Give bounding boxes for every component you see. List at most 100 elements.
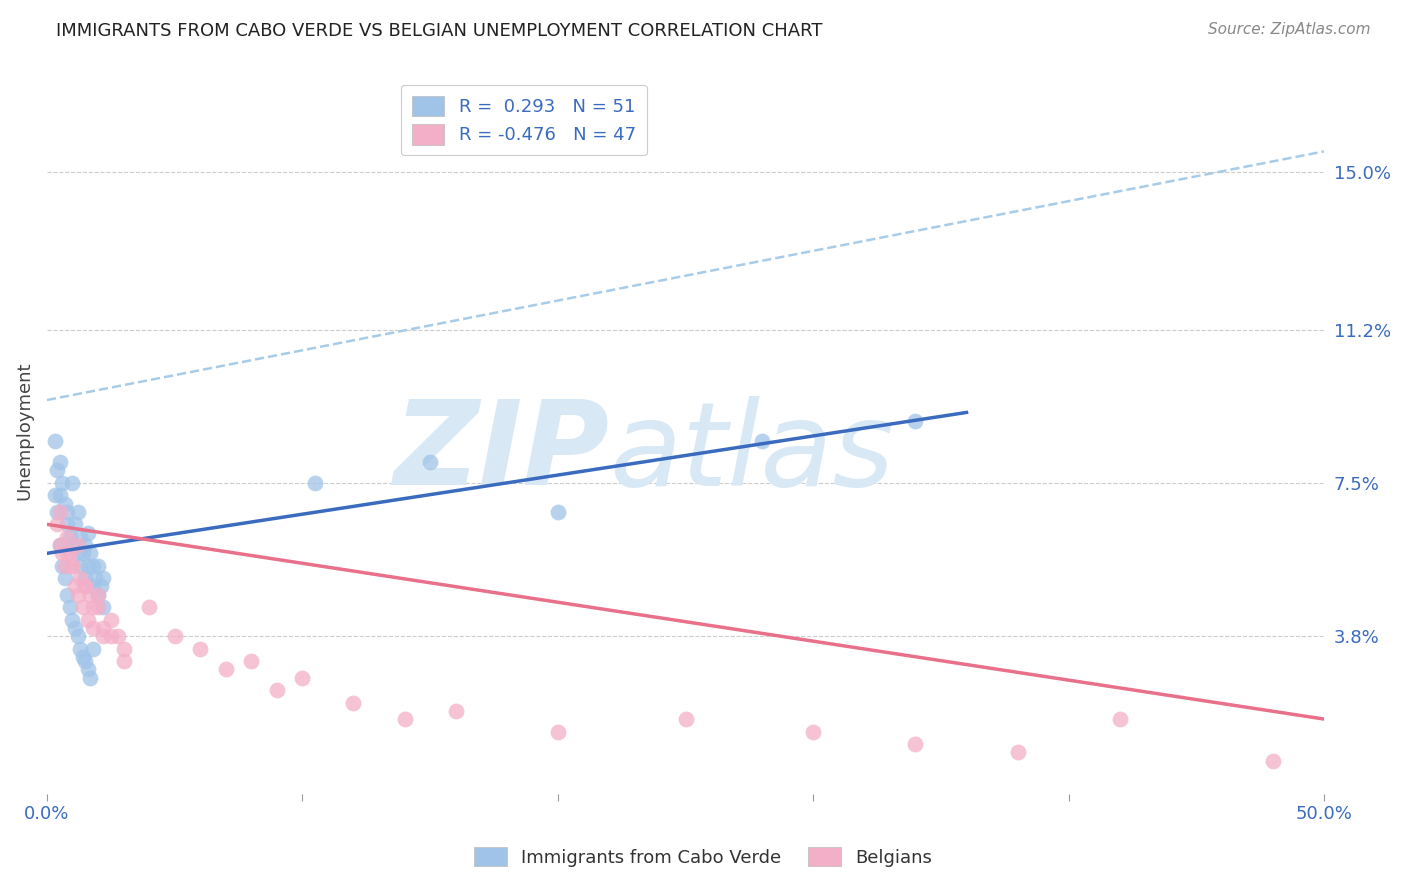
- Point: [163, 629, 186, 643]
- Point: [82, 621, 104, 635]
- Point: [87, 558, 110, 573]
- Point: [904, 414, 927, 428]
- Point: [48, 538, 70, 552]
- Text: IMMIGRANTS FROM CABO VERDE VS BELGIAN UNEMPLOYMENT CORRELATION CHART: IMMIGRANTS FROM CABO VERDE VS BELGIAN UN…: [56, 22, 823, 40]
- Point: [66, 538, 89, 552]
- Point: [100, 613, 122, 627]
- Point: [46, 505, 69, 519]
- Point: [291, 671, 314, 685]
- Point: [53, 558, 76, 573]
- Point: [56, 546, 79, 560]
- Legend: Immigrants from Cabo Verde, Belgians: Immigrants from Cabo Verde, Belgians: [467, 840, 939, 874]
- Point: [62, 558, 84, 573]
- Point: [240, 654, 263, 668]
- Point: [46, 463, 69, 477]
- Point: [76, 613, 98, 627]
- Point: [138, 600, 160, 615]
- Point: [801, 724, 824, 739]
- Point: [79, 671, 101, 685]
- Point: [904, 737, 927, 751]
- Point: [72, 649, 94, 664]
- Point: [215, 662, 238, 676]
- Point: [51, 558, 73, 573]
- Point: [69, 571, 91, 585]
- Point: [76, 662, 98, 676]
- Point: [72, 600, 94, 615]
- Point: [62, 558, 84, 573]
- Point: [87, 600, 110, 615]
- Point: [72, 546, 94, 560]
- Point: [63, 517, 86, 532]
- Point: [75, 579, 97, 593]
- Point: [675, 712, 697, 726]
- Point: [394, 712, 416, 726]
- Point: [75, 538, 97, 552]
- Point: [91, 571, 114, 585]
- Point: [56, 517, 79, 532]
- Point: [304, 475, 326, 490]
- Point: [751, 434, 773, 449]
- Point: [112, 654, 135, 668]
- Point: [84, 571, 107, 585]
- Legend: R =  0.293   N = 51, R = -0.476   N = 47: R = 0.293 N = 51, R = -0.476 N = 47: [401, 85, 647, 155]
- Point: [63, 621, 86, 635]
- Point: [66, 546, 89, 560]
- Point: [63, 579, 86, 593]
- Y-axis label: Unemployment: Unemployment: [15, 362, 32, 500]
- Point: [82, 600, 104, 615]
- Point: [76, 525, 98, 540]
- Point: [56, 505, 79, 519]
- Point: [82, 641, 104, 656]
- Point: [59, 530, 82, 544]
- Point: [48, 455, 70, 469]
- Point: [76, 558, 98, 573]
- Point: [62, 538, 84, 552]
- Point: [91, 621, 114, 635]
- Point: [44, 434, 66, 449]
- Point: [59, 546, 82, 560]
- Point: [51, 475, 73, 490]
- Point: [44, 488, 66, 502]
- Point: [82, 579, 104, 593]
- Point: [53, 497, 76, 511]
- Point: [547, 505, 569, 519]
- Text: ZIP: ZIP: [392, 395, 609, 510]
- Point: [79, 546, 101, 560]
- Point: [62, 475, 84, 490]
- Point: [66, 588, 89, 602]
- Point: [100, 629, 122, 643]
- Point: [75, 571, 97, 585]
- Point: [75, 654, 97, 668]
- Point: [90, 579, 112, 593]
- Point: [75, 579, 97, 593]
- Point: [87, 588, 110, 602]
- Point: [91, 629, 114, 643]
- Point: [112, 641, 135, 656]
- Point: [82, 558, 104, 573]
- Point: [56, 588, 79, 602]
- Point: [1261, 754, 1284, 768]
- Point: [91, 600, 114, 615]
- Text: Source: ZipAtlas.com: Source: ZipAtlas.com: [1208, 22, 1371, 37]
- Point: [1108, 712, 1130, 726]
- Point: [66, 505, 89, 519]
- Point: [188, 641, 211, 656]
- Point: [1007, 745, 1029, 759]
- Point: [69, 558, 91, 573]
- Point: [107, 629, 129, 643]
- Point: [51, 546, 73, 560]
- Text: atlas: atlas: [609, 396, 894, 510]
- Point: [48, 488, 70, 502]
- Point: [342, 696, 364, 710]
- Point: [48, 538, 70, 552]
- Point: [69, 530, 91, 544]
- Point: [419, 455, 441, 469]
- Point: [48, 505, 70, 519]
- Point: [59, 600, 82, 615]
- Point: [79, 588, 101, 602]
- Point: [87, 588, 110, 602]
- Point: [53, 571, 76, 585]
- Point: [46, 517, 69, 532]
- Point: [66, 629, 89, 643]
- Point: [547, 724, 569, 739]
